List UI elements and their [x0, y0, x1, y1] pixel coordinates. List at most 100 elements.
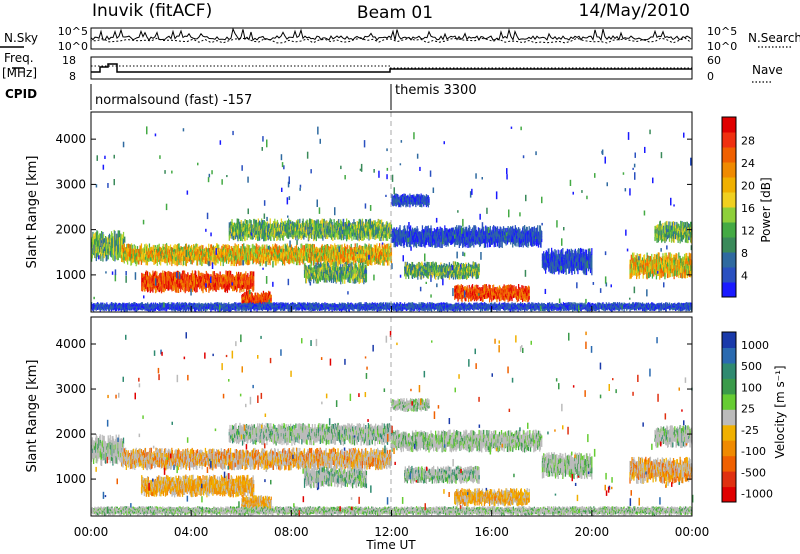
cpid-segment-2: themis 3300 — [395, 83, 477, 98]
echo-cell — [298, 251, 300, 256]
echo-cell — [263, 256, 265, 261]
echo-cell — [163, 246, 165, 251]
echo-cell — [241, 249, 243, 253]
echo-cell — [114, 242, 117, 248]
echo-cell — [406, 225, 408, 232]
echo-cell — [291, 246, 293, 251]
echo-cell — [315, 250, 317, 255]
echo-cell — [175, 253, 177, 258]
echo-cell — [243, 257, 245, 262]
echo-cell — [299, 252, 302, 256]
echo-cell — [151, 249, 153, 254]
echo-cell — [123, 243, 125, 249]
echo-cell — [100, 233, 102, 241]
echo-cell — [194, 252, 197, 257]
echo-cell — [217, 258, 219, 264]
echo-cell — [325, 247, 327, 253]
echo-cell — [94, 245, 96, 252]
echo-cell — [97, 234, 99, 241]
echo-cell — [309, 252, 311, 258]
echo-cell — [192, 249, 194, 253]
echo-cell — [379, 235, 381, 241]
echo-cell — [266, 255, 269, 259]
echo-cell — [199, 259, 201, 265]
echo-cell — [181, 248, 183, 253]
echo-cell — [244, 246, 246, 251]
echo-cell — [159, 255, 161, 261]
echo-cell — [175, 253, 178, 258]
echo-cell — [196, 255, 198, 261]
echo-cell — [233, 251, 236, 257]
echo-cell — [94, 251, 96, 259]
echo-cell — [173, 258, 175, 264]
echo-cell — [227, 248, 230, 253]
echo-cell — [289, 258, 292, 264]
echo-cell — [302, 245, 304, 251]
echo-cell — [183, 250, 185, 255]
echo-cell — [126, 248, 128, 254]
echo-cell — [146, 250, 148, 256]
echo-cell — [432, 241, 434, 246]
echo-cell — [216, 253, 218, 259]
echo-cell — [102, 232, 104, 240]
echo-cell — [327, 253, 329, 259]
echo-cell — [239, 256, 241, 262]
echo-cell — [126, 243, 128, 249]
echo-cell — [212, 249, 214, 255]
echo-cell — [196, 246, 198, 252]
echo-cell — [353, 260, 355, 266]
echo-cell — [271, 250, 273, 254]
echo-cell — [284, 261, 286, 266]
echo-cell — [307, 248, 309, 254]
echo-cell — [92, 231, 94, 238]
echo-cell — [382, 260, 384, 266]
echo-cell — [227, 252, 230, 257]
echo-cell — [237, 251, 240, 256]
echo-cell — [309, 248, 311, 254]
echo-cell — [92, 242, 94, 249]
echo-cell — [270, 297, 272, 302]
echo-cell — [270, 256, 272, 261]
echo-cell — [112, 248, 115, 256]
echo-cell — [249, 259, 251, 265]
echo-cell — [150, 250, 152, 255]
echo-cell — [240, 272, 242, 277]
echo-cell — [309, 244, 311, 249]
echo-cell — [335, 245, 337, 251]
echo-cell — [406, 241, 408, 248]
echo-cell — [253, 248, 255, 253]
echo-cell — [268, 254, 271, 259]
echo-cell — [298, 248, 300, 252]
echo-cell — [252, 248, 254, 255]
echo-cell — [333, 262, 335, 267]
echo-cell — [306, 256, 308, 262]
echo-cell — [196, 259, 199, 266]
echo-cell — [249, 219, 251, 224]
echo-cell — [185, 254, 187, 261]
echo-cell — [196, 254, 199, 261]
echo-cell — [104, 251, 106, 256]
echo-cell — [185, 243, 187, 250]
echo-cell — [283, 259, 285, 264]
echo-cell — [144, 247, 147, 252]
echo-cell — [436, 242, 438, 248]
echo-cell — [333, 219, 335, 224]
echo-cell — [413, 194, 415, 198]
echo-cell — [220, 248, 222, 254]
cpid-label: CPID — [5, 87, 37, 101]
echo-cell — [167, 251, 169, 256]
power-cells — [91, 126, 693, 313]
echo-cell — [152, 257, 154, 262]
echo-cell — [264, 253, 266, 259]
echo-cell — [144, 248, 146, 254]
echo-cell — [379, 219, 381, 225]
echo-cell — [100, 240, 102, 248]
echo-cell — [278, 255, 280, 259]
echo-cell — [158, 243, 160, 248]
echo-cell — [169, 249, 171, 254]
echo-cell — [247, 220, 249, 225]
echo-cell — [168, 246, 170, 250]
echo-cell — [330, 254, 333, 261]
echo-cell — [97, 240, 99, 247]
echo-cell — [185, 259, 187, 266]
